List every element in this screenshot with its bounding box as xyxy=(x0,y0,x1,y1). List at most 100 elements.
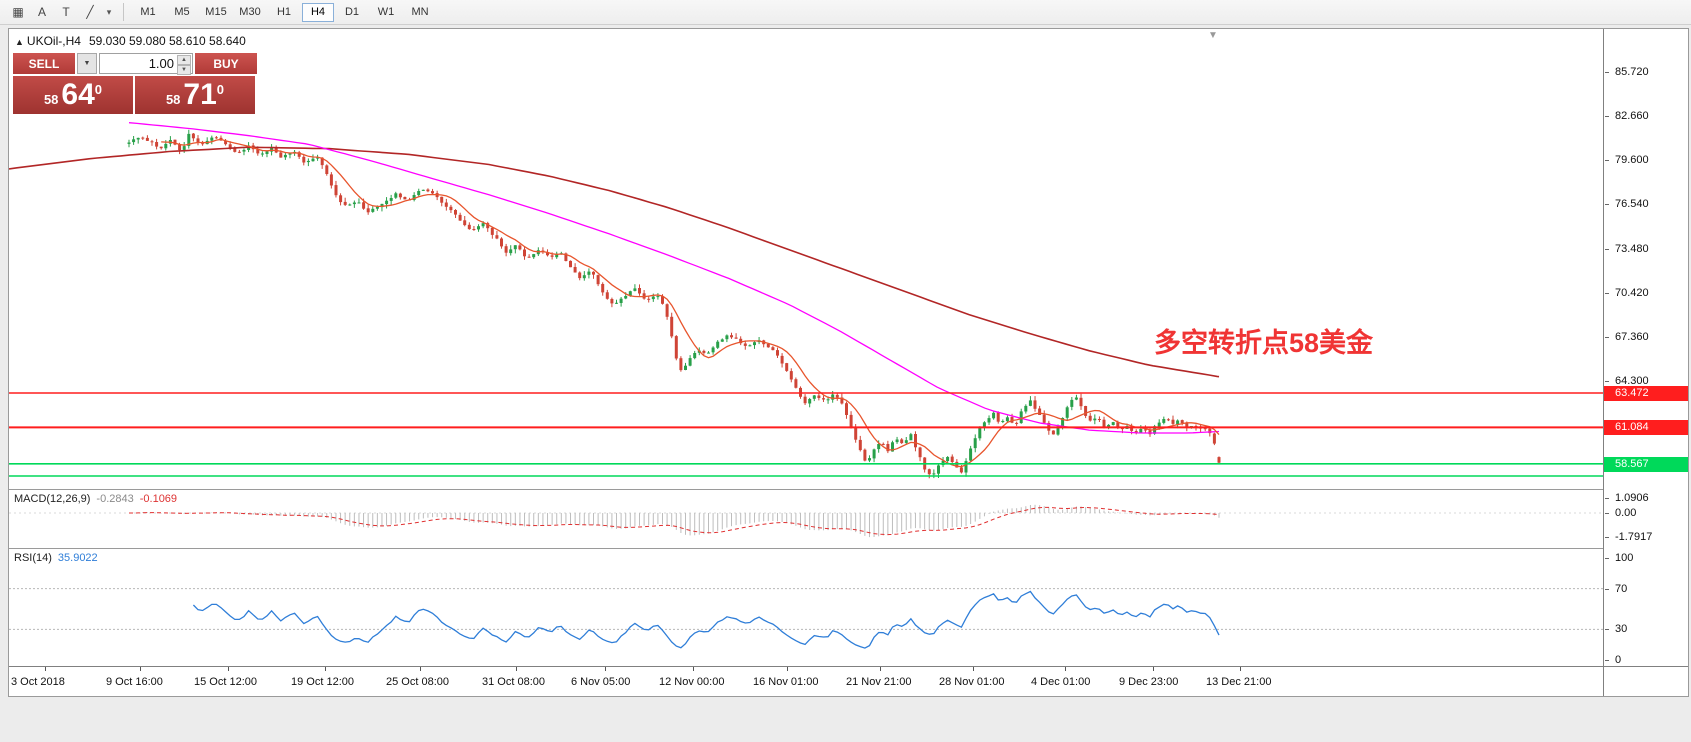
axis-corner xyxy=(1603,666,1688,696)
time-axis-label: 4 Dec 01:00 xyxy=(1031,676,1091,688)
chart-shift-marker-icon: ▼ xyxy=(1208,30,1218,41)
time-axis-tick xyxy=(420,667,421,671)
chart-canvas[interactable] xyxy=(9,29,1603,666)
price-axis[interactable]: 85.720 82.660 79.600 76.540 73.480 70.420 67.3… xyxy=(1603,29,1688,666)
buy-price-small: 58 xyxy=(165,91,181,107)
rsi-scale-label: 0 xyxy=(1604,653,1688,667)
time-axis-label: 15 Oct 12:00 xyxy=(194,676,257,688)
chart-plot-area[interactable]: ▲ UKOil-,H4 59.030 59.080 58.610 58.640 SE… xyxy=(9,29,1603,666)
time-axis-tick xyxy=(140,667,141,671)
timeframe-button-d1[interactable]: D1 xyxy=(344,5,360,18)
volume-decrease-button[interactable]: ▼ xyxy=(177,65,191,75)
macd-scale-label: 1.0906 xyxy=(1604,491,1688,505)
rsi-line xyxy=(192,590,1220,649)
volume-value[interactable]: 1.00 xyxy=(148,56,174,71)
ma-slow-line xyxy=(9,146,1220,378)
macd-scale-label: -1.7917 xyxy=(1604,530,1688,544)
timeframe-button-m1[interactable]: M1 xyxy=(140,5,156,18)
time-axis-label: 31 Oct 08:00 xyxy=(482,676,545,688)
time-axis-label: 13 Dec 21:00 xyxy=(1206,676,1272,688)
time-axis-label: 21 Nov 21:00 xyxy=(846,676,912,688)
sell-price-small: 58 xyxy=(43,91,59,107)
axis-price-label: 64.300 xyxy=(1604,374,1688,388)
ma-fast-line xyxy=(161,138,1220,468)
macd-value-1: -0.2843 xyxy=(96,493,134,505)
volume-increase-button[interactable]: ▲ xyxy=(177,55,191,65)
chevron-down-icon: ▼ xyxy=(83,60,91,67)
rsi-value: 35.9022 xyxy=(57,552,98,564)
symbol-period-label: UKOil-,H4 xyxy=(26,34,81,48)
axis-price-label: 73.480 xyxy=(1604,242,1688,256)
level-lines xyxy=(9,392,1603,477)
pane-separators xyxy=(9,489,1603,549)
time-axis-tick xyxy=(693,667,694,671)
macd-scale-label: 0.00 xyxy=(1604,506,1688,520)
timeframe-button-m30[interactable]: M30 xyxy=(239,5,261,18)
line-tools-caret-icon[interactable]: ▾ xyxy=(106,6,112,17)
axis-price-label: 85.720 xyxy=(1604,65,1688,79)
axis-price-label: 76.540 xyxy=(1604,197,1688,211)
chart-annotation-text: 多空转折点58美金 xyxy=(1154,328,1374,358)
time-axis-label: 9 Oct 16:00 xyxy=(106,676,163,688)
chart-title: ▲ UKOil-,H4 59.030 59.080 58.610 58.640 xyxy=(15,34,246,48)
grid-tool-icon[interactable]: ▦ xyxy=(12,5,24,19)
buy-button[interactable]: BUY xyxy=(195,53,257,74)
timeframe-button-m5[interactable]: M5 xyxy=(174,5,190,18)
buy-price-big: 71 xyxy=(183,78,217,111)
rsi-level-lines xyxy=(9,588,1603,630)
sell-price-big: 64 xyxy=(61,78,95,111)
axis-price-label: 82.660 xyxy=(1604,109,1688,123)
chart-window: ▲ UKOil-,H4 59.030 59.080 58.610 58.640 SE… xyxy=(8,28,1689,697)
toolbar: ▦ A T ╱ ▾ M1 M5 M15 M30 H1 H4 D1 W1 MN xyxy=(0,0,1691,25)
candles xyxy=(127,129,1221,479)
macd-value-2: -0.1069 xyxy=(139,493,178,505)
timeframe-button-h4[interactable]: H4 xyxy=(302,2,334,22)
macd-histogram xyxy=(133,504,1220,538)
rsi-scale-label: 30 xyxy=(1604,622,1688,636)
toolbar-separator xyxy=(123,3,124,21)
rsi-indicator-label: RSI(14) 35.9022 xyxy=(14,552,98,564)
time-axis-label: 3 Oct 2018 xyxy=(11,676,65,688)
time-axis-tick xyxy=(880,667,881,671)
time-axis-label: 25 Oct 08:00 xyxy=(386,676,449,688)
rsi-name: RSI(14) xyxy=(14,552,52,564)
buy-price-box[interactable]: 58 71 0 xyxy=(135,76,255,114)
axis-price-label: 70.420 xyxy=(1604,286,1688,300)
line-tools-icon[interactable]: ╱ xyxy=(86,5,94,19)
arrow-label-tool-icon[interactable]: A xyxy=(37,5,46,19)
time-axis-tick xyxy=(1240,667,1241,671)
timeframe-button-mn[interactable]: MN xyxy=(411,5,429,18)
time-axis-tick xyxy=(1065,667,1066,671)
axis-price-label: 79.600 xyxy=(1604,153,1688,167)
time-axis-tick xyxy=(973,667,974,671)
ma-mid-line xyxy=(128,122,1220,434)
price-level-badge: 58.567 xyxy=(1604,457,1688,472)
time-axis-label: 9 Dec 23:00 xyxy=(1119,676,1179,688)
axis-price-label: 67.360 xyxy=(1604,330,1688,344)
time-axis[interactable]: 3 Oct 2018 9 Oct 16:00 15 Oct 12:00 19 Oct … xyxy=(9,666,1603,696)
sell-price-box[interactable]: 58 64 0 xyxy=(13,76,133,114)
time-axis-tick xyxy=(45,667,46,671)
timeframe-buttons: M1 M5 M15 M30 H1 H4 D1 W1 MN xyxy=(131,2,437,22)
time-axis-tick xyxy=(787,667,788,671)
time-axis-tick xyxy=(1153,667,1154,671)
timeframe-button-w1[interactable]: W1 xyxy=(377,5,395,18)
time-axis-label: 12 Nov 00:00 xyxy=(659,676,725,688)
text-tool-icon[interactable]: T xyxy=(62,5,70,19)
time-axis-label: 28 Nov 01:00 xyxy=(939,676,1005,688)
rsi-scale-label: 70 xyxy=(1604,582,1688,596)
chart-icon: ▲ xyxy=(15,37,24,47)
volume-input[interactable]: 1.00 ▲ ▼ xyxy=(99,53,193,75)
time-axis-label: 19 Oct 12:00 xyxy=(291,676,354,688)
macd-signal-line xyxy=(129,506,1220,536)
ohlc-values: 59.030 59.080 58.610 58.640 xyxy=(88,34,246,48)
volume-dropdown-button[interactable]: ▼ xyxy=(77,53,97,74)
sell-button[interactable]: SELL xyxy=(13,53,75,74)
time-axis-label: 16 Nov 01:00 xyxy=(753,676,819,688)
toolbar-tools: ▦ A T ╱ ▾ xyxy=(0,2,116,22)
rsi-scale-label: 100 xyxy=(1604,551,1688,565)
timeframe-button-h1[interactable]: H1 xyxy=(276,5,292,18)
buy-price-sup: 0 xyxy=(216,81,225,97)
timeframe-button-m15[interactable]: M15 xyxy=(205,5,227,18)
time-axis-tick xyxy=(605,667,606,671)
